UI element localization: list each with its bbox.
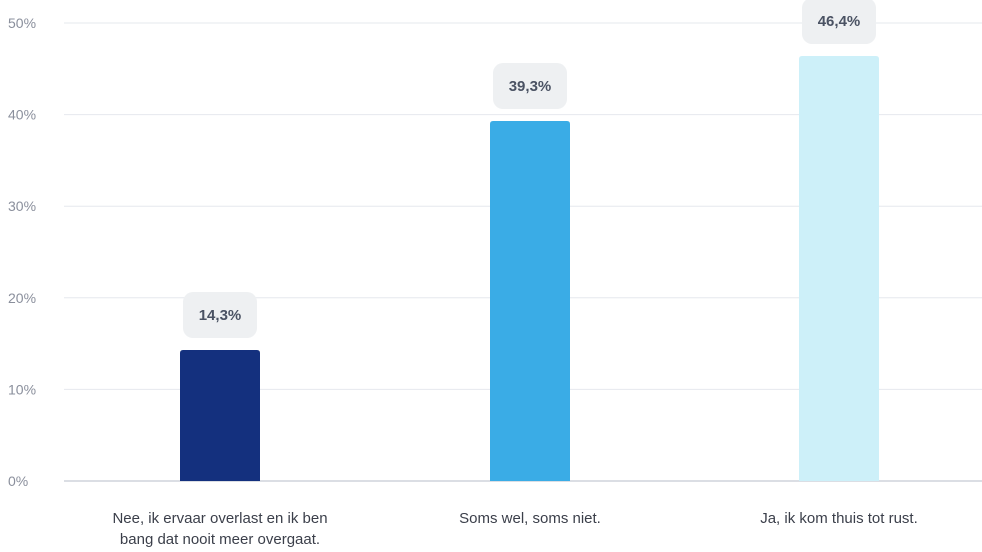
value-label: 46,4% [818, 13, 861, 30]
bar [799, 55, 879, 481]
x-axis-labels: Nee, ik ervaar overlast en ik ben bang da… [112, 510, 917, 548]
value-label: 14,3% [199, 307, 242, 324]
value-label-bubble [183, 292, 257, 339]
bar [180, 350, 260, 481]
y-tick-label: 20% [8, 290, 36, 306]
y-tick-label: 10% [8, 381, 36, 397]
y-tick-label: 50% [8, 15, 36, 31]
x-category-label: Soms wel, soms niet. [459, 510, 601, 527]
value-label-bubble [493, 63, 567, 110]
bars [180, 55, 879, 482]
x-category-label: Nee, ik ervaar overlast en ik ben [112, 510, 327, 527]
x-category-label: bang dat nooit meer overgaat. [120, 531, 320, 548]
bar [490, 121, 570, 482]
y-tick-label: 40% [8, 107, 36, 123]
y-tick-label: 0% [8, 473, 28, 489]
value-labels: 14,3% 39,3% 46,4% [183, 0, 876, 339]
value-label-bubble [802, 0, 876, 44]
y-axis-ticks: 0% 10% 20% 30% 40% 50% [8, 15, 36, 489]
y-tick-label: 30% [8, 198, 36, 214]
x-category-label: Ja, ik kom thuis tot rust. [760, 510, 918, 527]
value-label: 39,3% [509, 78, 552, 95]
